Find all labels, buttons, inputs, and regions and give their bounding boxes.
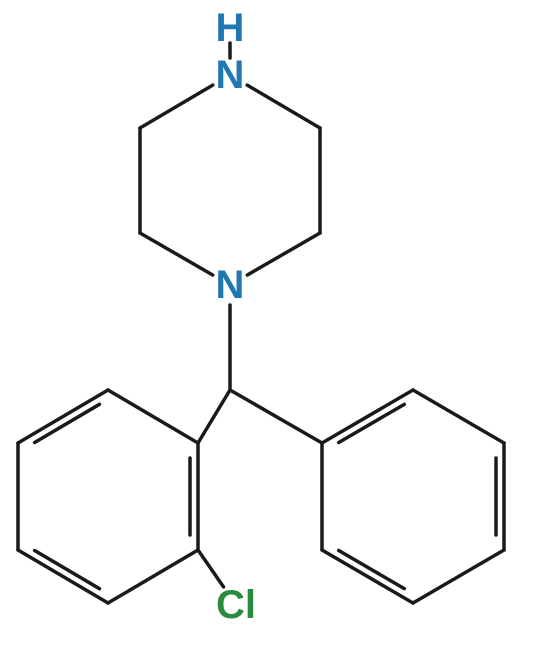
atom-label-Cl: Cl [216, 583, 256, 627]
chemical-structure-diagram: HNNCl [0, 0, 558, 649]
atom-label-N-bottom: N [216, 263, 245, 307]
